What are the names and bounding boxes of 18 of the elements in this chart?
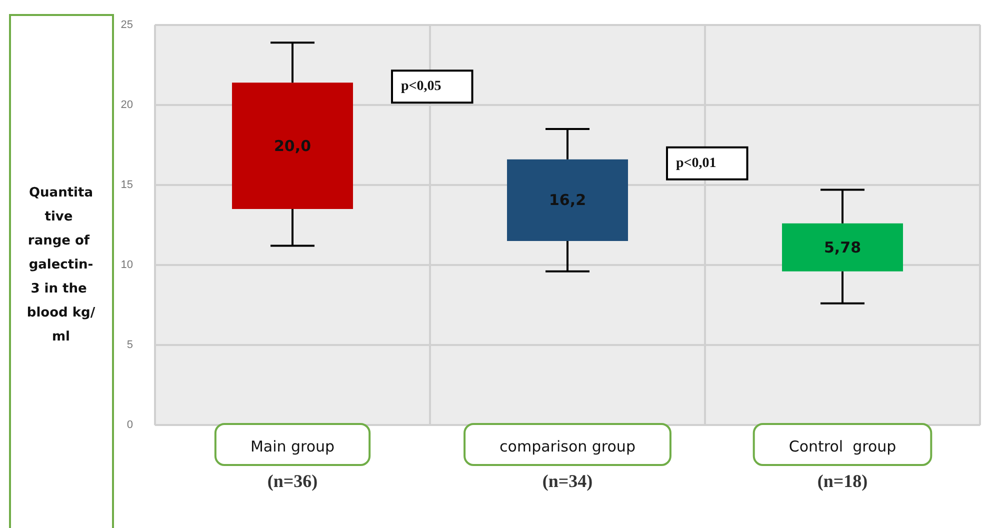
- x-tick-label: Control group (n=18): [788, 438, 896, 491]
- annotation: p<0,05: [401, 79, 442, 94]
- y-tick-label: 25: [120, 19, 133, 31]
- y-tick-label: 15: [120, 179, 133, 191]
- annotation: 5,78: [824, 238, 862, 256]
- x-tick-label: Main group (n=36): [250, 438, 335, 491]
- y-tick-label: 5: [126, 339, 133, 351]
- bar: [232, 82, 353, 209]
- y-axis-title: Quantitative range of galectin-3 in the blood kg/ml: [26, 186, 96, 344]
- y-tick-label: 10: [120, 259, 133, 271]
- bar: [782, 223, 903, 272]
- y-tick-label: 20: [120, 99, 133, 111]
- bar: [507, 159, 628, 241]
- annotation: 20,0: [274, 136, 312, 155]
- annotation: p<0,01: [676, 156, 716, 171]
- y-tick-label: 0: [126, 419, 133, 431]
- annotation: 16,2: [548, 191, 586, 210]
- x-tick-label: comparison group (n=34): [500, 438, 636, 491]
